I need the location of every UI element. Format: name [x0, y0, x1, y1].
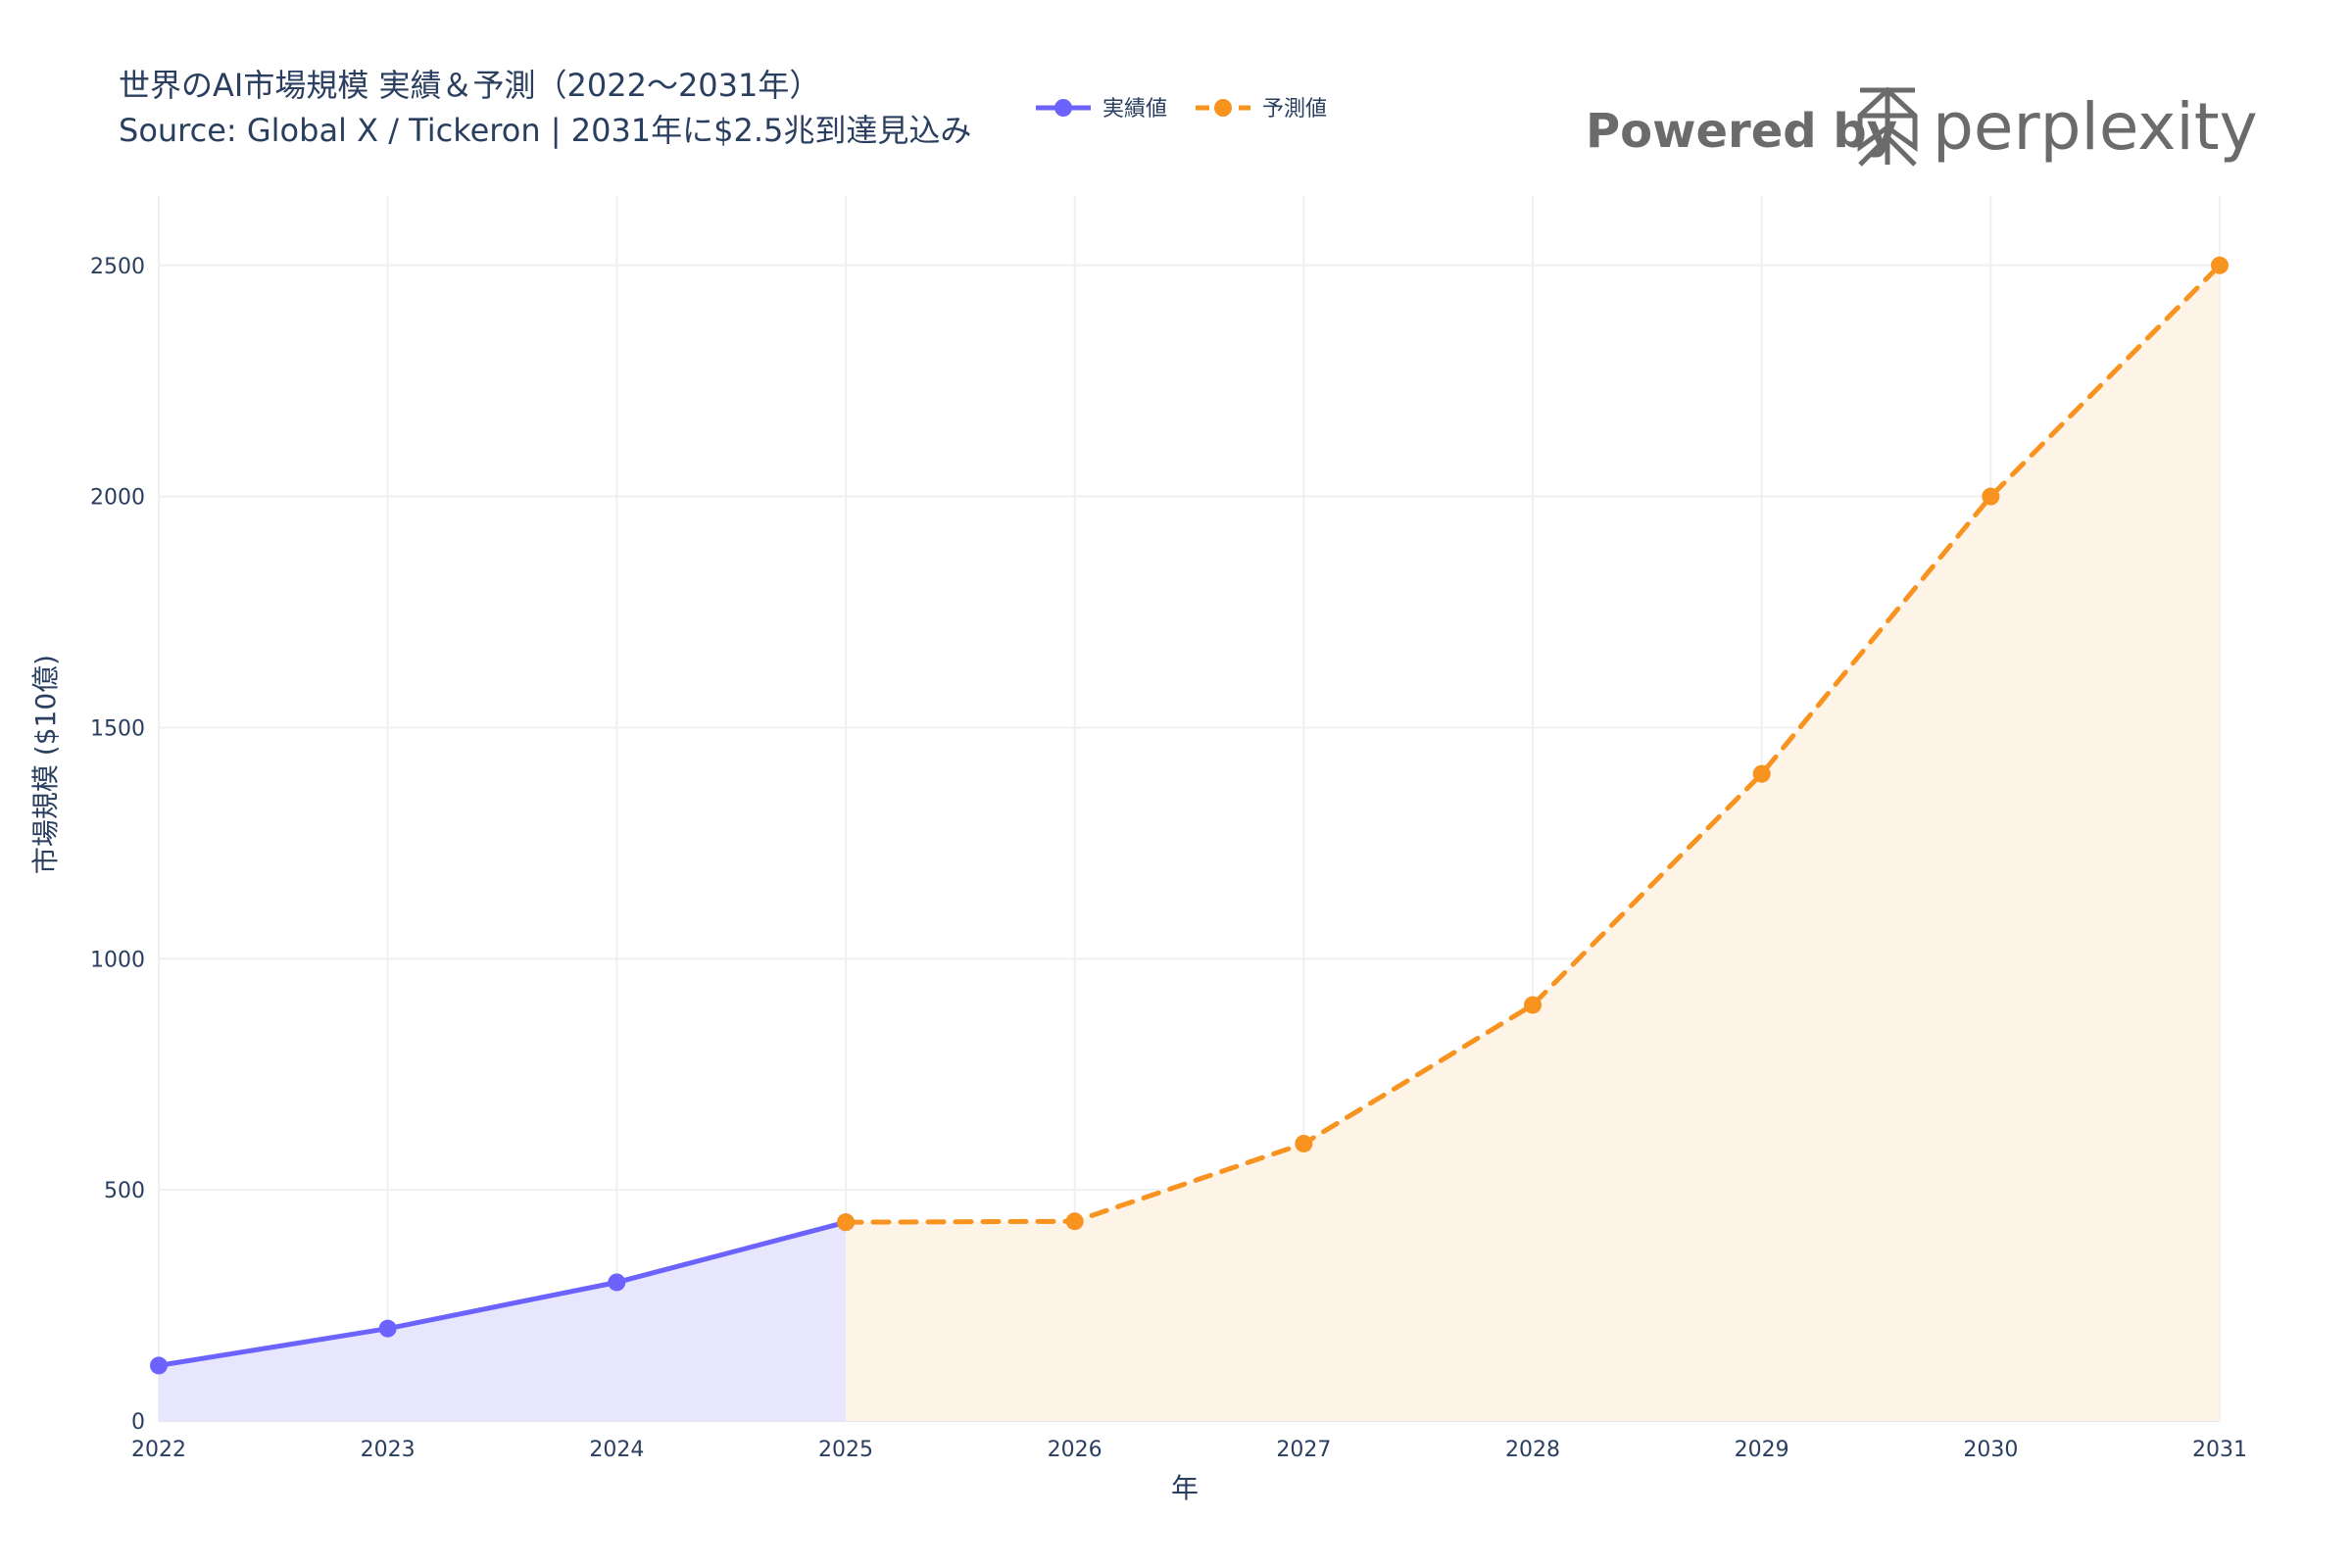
- forecast-data-point: [1752, 764, 1771, 783]
- x-tick-label: 2024: [589, 1438, 644, 1462]
- x-tick-label: 2029: [1735, 1438, 1789, 1462]
- legend-actual-marker: [1054, 99, 1072, 117]
- chart-title-block: 世界のAI市場規模 実績＆予測（2022〜2031年） Source: Glob…: [119, 67, 971, 149]
- actual-data-point: [150, 1356, 168, 1375]
- y-axis-title: 市場規模 ($10億): [29, 655, 62, 874]
- y-tick-label: 0: [131, 1410, 145, 1435]
- y-tick-label: 2000: [90, 486, 145, 511]
- y-axis-ticks: 0 500 1000 1500 2000 2500: [90, 255, 145, 1435]
- x-tick-label: 2023: [361, 1438, 416, 1462]
- y-tick-label: 1500: [90, 716, 145, 741]
- forecast-data-point: [837, 1213, 855, 1232]
- y-tick-label: 500: [104, 1179, 145, 1203]
- legend-item-actual[interactable]: 実績値: [1036, 97, 1167, 122]
- x-tick-label: 2025: [818, 1438, 873, 1462]
- perplexity-logo-icon: [1857, 86, 1918, 167]
- legend-forecast-marker: [1214, 99, 1232, 117]
- x-tick-label: 2031: [2192, 1438, 2247, 1462]
- x-tick-label: 2028: [1505, 1438, 1560, 1462]
- branding: Powered by perplexity: [1586, 86, 2258, 167]
- chart-subtitle: Source: Global X / Tickeron | 2031年に$2.5…: [119, 112, 971, 149]
- y-tick-label: 1000: [90, 948, 145, 972]
- brand-wordmark: perplexity: [1933, 89, 2258, 165]
- forecast-data-point: [1982, 487, 2000, 506]
- x-tick-label: 2030: [1963, 1438, 2018, 1462]
- forecast-area-fill: [846, 265, 2220, 1421]
- legend-item-forecast[interactable]: 予測値: [1196, 97, 1327, 122]
- actual-data-point: [378, 1319, 397, 1338]
- x-tick-label: 2027: [1276, 1438, 1331, 1462]
- data-points: [150, 256, 2229, 1375]
- x-axis-title: 年: [1171, 1472, 1199, 1504]
- chart-title: 世界のAI市場規模 実績＆予測（2022〜2031年）: [119, 67, 820, 104]
- area-fills: [159, 265, 2220, 1421]
- y-tick-label: 2500: [90, 255, 145, 279]
- actual-area-fill: [159, 1222, 846, 1421]
- legend: 実績値 予測値: [1036, 97, 1327, 122]
- forecast-data-point: [2211, 256, 2229, 274]
- legend-forecast-label: 予測値: [1262, 97, 1327, 122]
- actual-series-line: [156, 1219, 849, 1368]
- powered-by-text: Powered by: [1586, 104, 1897, 159]
- x-tick-label: 2022: [131, 1438, 186, 1462]
- forecast-data-point: [1295, 1134, 1313, 1152]
- legend-actual-label: 実績値: [1102, 97, 1167, 122]
- x-axis-ticks: 2022 2023 2024 2025 2026 2027 2028 2029 2030 2031: [131, 1438, 2247, 1462]
- forecast-data-point: [1524, 996, 1542, 1014]
- x-tick-label: 2026: [1048, 1438, 1102, 1462]
- forecast-data-point: [1065, 1212, 1084, 1231]
- actual-data-point: [608, 1273, 626, 1292]
